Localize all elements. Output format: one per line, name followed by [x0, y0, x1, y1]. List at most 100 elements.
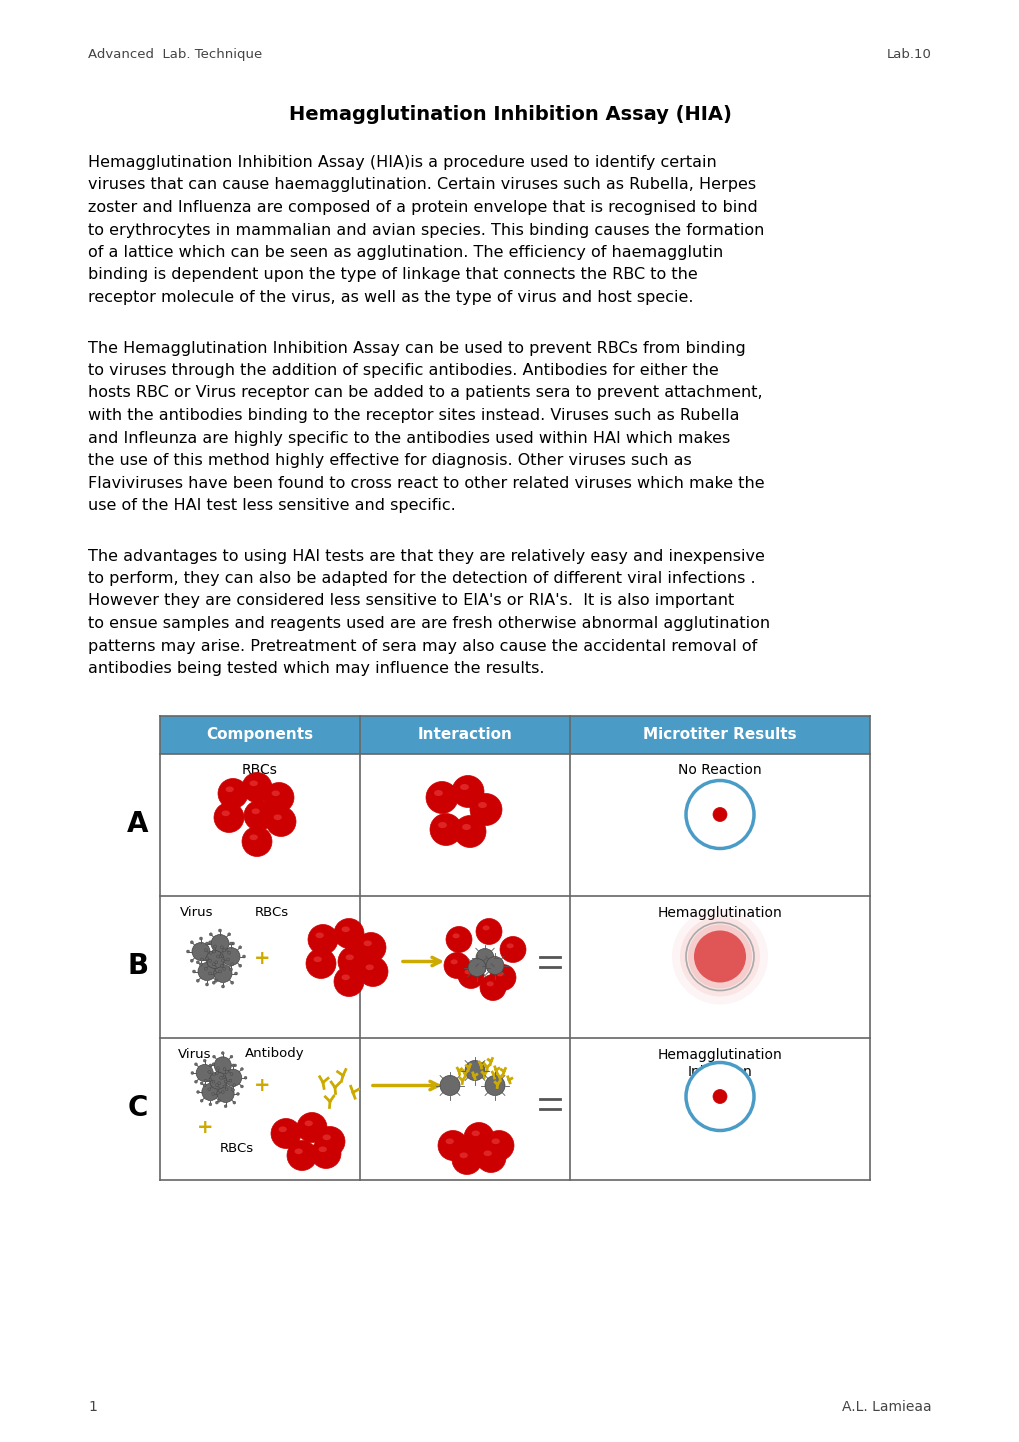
Circle shape: [264, 783, 293, 812]
Circle shape: [227, 933, 230, 936]
Text: Hemagglutination: Hemagglutination: [657, 1047, 782, 1061]
Ellipse shape: [322, 1135, 330, 1141]
Circle shape: [215, 1071, 218, 1074]
Circle shape: [231, 942, 234, 945]
Circle shape: [226, 957, 229, 960]
Ellipse shape: [506, 943, 514, 949]
Circle shape: [233, 1064, 236, 1067]
Circle shape: [232, 1102, 235, 1105]
Text: viruses that can cause haemagglutination. Certain viruses such as Rubella, Herpe: viruses that can cause haemagglutination…: [88, 177, 755, 192]
Circle shape: [212, 963, 215, 966]
Circle shape: [712, 1090, 727, 1103]
Ellipse shape: [273, 815, 281, 820]
Text: A.L. Lamieaa: A.L. Lamieaa: [842, 1400, 931, 1415]
Text: zoster and Influenza are composed of a protein envelope that is recognised to bi: zoster and Influenza are composed of a p…: [88, 200, 757, 215]
Circle shape: [209, 940, 212, 945]
Circle shape: [204, 968, 207, 970]
Circle shape: [306, 949, 335, 979]
Ellipse shape: [437, 822, 446, 828]
Circle shape: [238, 965, 242, 968]
Circle shape: [225, 1087, 228, 1090]
Text: +: +: [254, 1076, 270, 1094]
Circle shape: [227, 952, 230, 955]
Circle shape: [476, 949, 493, 966]
Circle shape: [311, 1139, 340, 1168]
Circle shape: [230, 1056, 232, 1058]
Circle shape: [203, 1060, 206, 1063]
Circle shape: [215, 1102, 218, 1105]
Circle shape: [214, 965, 231, 982]
Circle shape: [333, 919, 364, 949]
Circle shape: [209, 952, 212, 955]
Circle shape: [695, 933, 743, 981]
Text: the use of this method highly effective for diagnosis. Other viruses such as: the use of this method highly effective …: [88, 453, 691, 469]
Circle shape: [484, 1076, 504, 1096]
Ellipse shape: [225, 786, 233, 792]
Circle shape: [231, 1064, 234, 1067]
Circle shape: [476, 919, 501, 945]
Circle shape: [443, 953, 470, 979]
Text: Components: Components: [206, 727, 313, 743]
Ellipse shape: [341, 975, 350, 981]
Ellipse shape: [305, 1120, 313, 1126]
Circle shape: [465, 1060, 484, 1080]
Ellipse shape: [482, 926, 489, 930]
Circle shape: [476, 1142, 505, 1172]
Ellipse shape: [460, 1152, 468, 1158]
Circle shape: [196, 1064, 213, 1082]
Circle shape: [212, 1056, 215, 1058]
Circle shape: [221, 1051, 224, 1054]
Text: Inhibition: Inhibition: [687, 1066, 752, 1080]
Circle shape: [209, 1064, 212, 1067]
Circle shape: [437, 1131, 468, 1161]
Ellipse shape: [250, 780, 258, 786]
Text: +: +: [254, 949, 270, 968]
Ellipse shape: [315, 933, 323, 939]
Circle shape: [458, 962, 484, 989]
Ellipse shape: [452, 933, 460, 939]
Text: to erythrocytes in mammalian and avian species. This binding causes the formatio: to erythrocytes in mammalian and avian s…: [88, 222, 763, 238]
Circle shape: [230, 963, 233, 966]
Ellipse shape: [252, 809, 260, 815]
Circle shape: [192, 943, 210, 960]
Circle shape: [221, 1076, 224, 1079]
Circle shape: [271, 1119, 301, 1148]
Circle shape: [451, 776, 484, 808]
Circle shape: [212, 1073, 215, 1076]
Circle shape: [489, 965, 516, 991]
Circle shape: [230, 981, 233, 985]
Text: RBCs: RBCs: [255, 906, 288, 919]
Ellipse shape: [450, 959, 458, 965]
Text: Antibody: Antibody: [245, 1047, 305, 1060]
Text: Lab.10: Lab.10: [887, 48, 931, 61]
Text: use of the HAI test less sensitive and specific.: use of the HAI test less sensitive and s…: [88, 497, 455, 513]
Circle shape: [223, 1067, 225, 1070]
Circle shape: [485, 956, 503, 975]
Circle shape: [218, 929, 221, 932]
Circle shape: [195, 1063, 198, 1066]
Ellipse shape: [464, 969, 471, 975]
Circle shape: [214, 979, 217, 982]
Circle shape: [205, 983, 208, 986]
Text: and Infleunza are highly specific to the antibodies used within HAI which makes: and Infleunza are highly specific to the…: [88, 431, 730, 446]
Ellipse shape: [294, 1148, 303, 1154]
Circle shape: [480, 975, 505, 1001]
Text: The advantages to using HAI tests are that they are relatively easy and inexpens: The advantages to using HAI tests are th…: [88, 548, 764, 564]
Circle shape: [243, 955, 246, 957]
Text: receptor molecule of the virus, as well as the type of virus and host specie.: receptor molecule of the virus, as well …: [88, 290, 693, 306]
Text: RBCs: RBCs: [220, 1142, 254, 1155]
Circle shape: [216, 1067, 219, 1070]
Circle shape: [453, 816, 485, 848]
Circle shape: [238, 946, 242, 949]
Circle shape: [200, 1099, 203, 1102]
Circle shape: [214, 1057, 231, 1074]
Circle shape: [230, 1073, 232, 1076]
Circle shape: [191, 959, 194, 962]
Circle shape: [426, 782, 458, 813]
Text: 1: 1: [88, 1400, 97, 1415]
Circle shape: [470, 793, 501, 825]
Ellipse shape: [271, 790, 279, 796]
Circle shape: [308, 924, 337, 955]
Circle shape: [208, 1070, 211, 1073]
Ellipse shape: [462, 823, 471, 831]
